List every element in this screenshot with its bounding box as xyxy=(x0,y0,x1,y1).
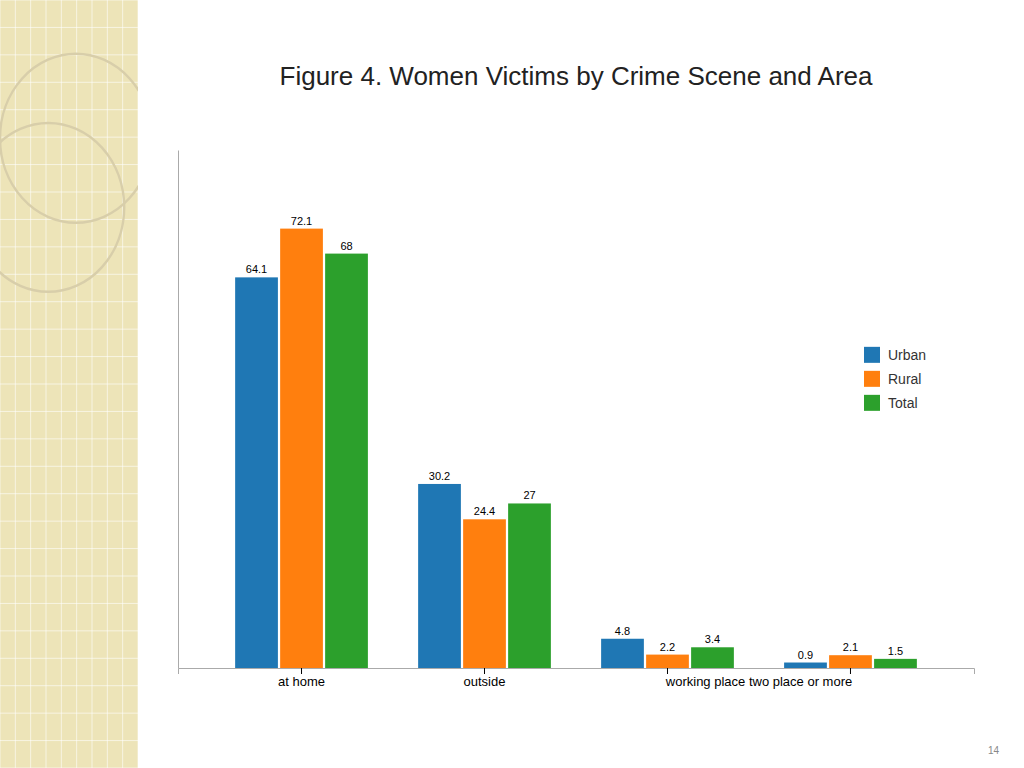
panel-line xyxy=(0,301,138,302)
data-label: 4.8 xyxy=(615,625,630,637)
chart-svg: 64.1 30.2 4.8 0.9 72.1 24.4 2.2 2.1 68 27 3.4 1.5 at… xyxy=(0,0,1024,768)
legend-item: Urban xyxy=(864,347,926,363)
y-axis-line xyxy=(178,151,179,669)
panel-line xyxy=(0,137,138,138)
panel-line xyxy=(0,438,138,439)
legend-item: Total xyxy=(864,395,918,411)
x-axis: at home outside working place two place or… xyxy=(179,668,975,689)
panel-line xyxy=(0,548,138,549)
title: Figure 4. Women Victims by Crime Scene a… xyxy=(280,61,874,91)
legend-item: Rural xyxy=(864,371,921,387)
x-tick-mark xyxy=(850,668,851,674)
data-label: 24.4 xyxy=(474,505,495,517)
panel-line xyxy=(0,685,138,686)
bar xyxy=(646,655,689,668)
legend: Urban Rural Total xyxy=(864,347,926,411)
panel-line xyxy=(0,630,138,631)
panel-line xyxy=(0,274,138,275)
bar xyxy=(508,503,551,668)
x-tick-label: outside xyxy=(464,674,506,689)
panel-line xyxy=(0,192,138,193)
bar xyxy=(463,519,506,668)
panel-line xyxy=(0,713,138,714)
data-label: 64.1 xyxy=(246,263,267,275)
x-tick: at home xyxy=(278,668,325,689)
bar xyxy=(829,655,872,668)
legend-swatch xyxy=(864,347,880,363)
panel-line xyxy=(0,219,138,220)
x-axis-line xyxy=(179,669,975,675)
x-tick-mark xyxy=(484,668,485,674)
plot: 64.1 30.2 4.8 0.9 72.1 24.4 2.2 2.1 68 27 3.4 1.5 at… xyxy=(179,151,975,690)
x-tick-mark xyxy=(667,668,668,674)
panel-ellipse xyxy=(0,123,124,292)
data-label: 2.1 xyxy=(843,641,858,653)
x-tick: outside xyxy=(464,668,506,689)
data-label: 2.2 xyxy=(660,641,675,653)
panel-line xyxy=(0,658,138,659)
legend-swatch xyxy=(864,371,880,387)
bar xyxy=(874,659,917,668)
left-panel xyxy=(0,0,152,768)
data-label: 72.1 xyxy=(291,215,312,227)
panel-line xyxy=(0,246,138,247)
annotation: 14 xyxy=(988,745,1000,756)
bar xyxy=(280,229,323,668)
bar xyxy=(418,484,461,668)
panel-line xyxy=(0,27,138,28)
data-label: 1.5 xyxy=(888,645,903,657)
panel-line xyxy=(0,384,138,385)
x-tick-label: working place two place or more xyxy=(665,674,852,689)
data-label: 30.2 xyxy=(429,470,450,482)
panel-line xyxy=(0,493,138,494)
x-tick-mark xyxy=(301,668,302,674)
data-label: 3.4 xyxy=(705,633,720,645)
legend-label: Rural xyxy=(888,371,921,387)
data-label: 27 xyxy=(523,489,535,501)
panel-line xyxy=(0,576,138,577)
legend-swatch xyxy=(864,395,880,411)
panel-line xyxy=(0,356,138,357)
bar xyxy=(235,277,278,668)
bar xyxy=(784,663,827,668)
x-tick: working place two place or more xyxy=(665,668,852,689)
panel-line xyxy=(0,329,138,330)
panel-ellipse xyxy=(0,54,138,223)
panel-line xyxy=(0,164,138,165)
bars xyxy=(235,229,917,668)
x-tick-label: at home xyxy=(278,674,325,689)
panel-line xyxy=(0,466,138,467)
panel-line xyxy=(0,411,138,412)
panel-bg xyxy=(0,0,138,768)
data-labels: 64.1 30.2 4.8 0.9 72.1 24.4 2.2 2.1 68 27 3.4 1.5 xyxy=(246,215,903,661)
panel-line xyxy=(0,521,138,522)
bar xyxy=(601,639,644,668)
bar xyxy=(691,647,734,668)
data-label: 0.9 xyxy=(798,649,813,661)
chart-container: 64.1 30.2 4.8 0.9 72.1 24.4 2.2 2.1 68 27 3.4 1.5 at… xyxy=(0,0,1024,768)
panel-line xyxy=(0,603,138,604)
panel-line xyxy=(0,109,138,110)
data-label: 68 xyxy=(340,240,352,252)
x-tick xyxy=(850,668,851,674)
y-axis xyxy=(178,151,179,669)
panel-line xyxy=(0,740,138,741)
legend-label: Total xyxy=(888,395,918,411)
bar xyxy=(325,254,368,668)
panel-line xyxy=(0,0,138,1)
legend-label: Urban xyxy=(888,347,926,363)
